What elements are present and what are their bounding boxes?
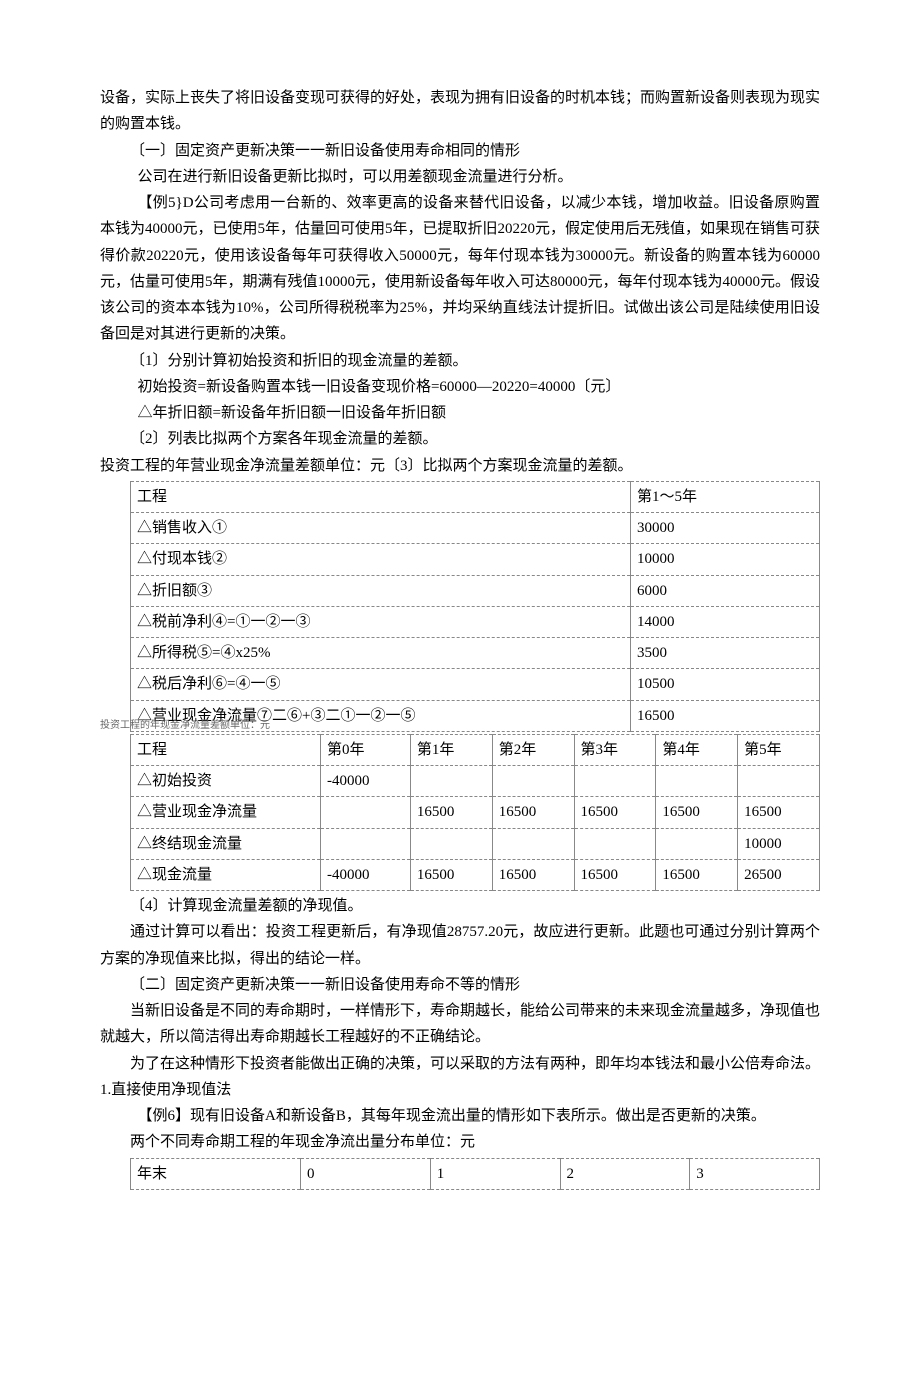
t1-r6b: 10500 [631,669,820,700]
table-1: 工程第1～5年 △销售收入①30000 △付现本钱②10000 △折旧额③600… [130,481,820,732]
t2-r3-1 [321,828,411,859]
t2-r3-0: △终结现金流量 [131,828,321,859]
t2-r1-1: -40000 [321,766,411,797]
para-2: 〔一〕固定资产更新决策一一新旧设备使用寿命相同的情形 [100,138,820,164]
t2-h5: 第4年 [656,734,738,765]
table-3: 年末 0 1 2 3 [130,1158,820,1190]
t1-r7b: 16500 [631,700,820,731]
para-13: 〔二〕固定资产更新决策一一新旧设备使用寿命不等的情形 [100,972,820,998]
para-8: 〔2〕列表比拟两个方案各年现金流量的差额。 [100,426,820,452]
t2-r1-3 [492,766,574,797]
t2-r1-5 [656,766,738,797]
t2-r2-1 [321,797,411,828]
t2-h3: 第2年 [492,734,574,765]
t2-r1-6 [738,766,820,797]
t2-r4-5: 16500 [656,859,738,890]
para-17: 【例6】现有旧设备A和新设备B，其每年现金流出量的情形如下表所示。做出是否更新的… [100,1103,820,1129]
para-11: 〔4〕计算现金流量差额的净现值。 [100,893,820,919]
t1-r1a: △销售收入① [131,513,631,544]
table2-caption: 投资工程的年现金净流量差额单位：元 [100,717,270,735]
t3-h3: 2 [560,1158,690,1189]
para-3: 公司在进行新旧设备更新比拟时，可以用差额现金流量进行分析。 [100,164,820,190]
table3-caption: 两个不同寿命期工程的年现金净流出量分布单位：元 [100,1129,820,1155]
t1-h1: 工程 [131,481,631,512]
t3-h0: 年末 [131,1158,301,1189]
t2-r2-6: 16500 [738,797,820,828]
t2-r2-5: 16500 [656,797,738,828]
t2-r1-0: △初始投资 [131,766,321,797]
t1-r3b: 6000 [631,575,820,606]
para-7: △年折旧额=新设备年折旧额一旧设备年折旧额 [100,400,820,426]
table1-caption: 投资工程的年营业现金净流量差额单位：元〔3〕比拟两个方案现金流量的差额。 [100,453,820,479]
t2-h1: 第0年 [321,734,411,765]
t2-r3-4 [574,828,656,859]
t1-r5a: △所得税⑤=④x25% [131,638,631,669]
t2-r4-2: 16500 [410,859,492,890]
t2-r4-1: -40000 [321,859,411,890]
t2-r3-5 [656,828,738,859]
t1-r4a: △税前净利④=①一②一③ [131,606,631,637]
t2-r3-3 [492,828,574,859]
t1-r3a: △折旧额③ [131,575,631,606]
para-14: 当新旧设备是不同的寿命期时，一样情形下，寿命期越长，能给公司带来的未来现金流量越… [100,998,820,1051]
t1-r6a: △税后净利⑥=④一⑤ [131,669,631,700]
t2-r4-3: 16500 [492,859,574,890]
t2-r2-2: 16500 [410,797,492,828]
t2-h4: 第3年 [574,734,656,765]
para-15: 为了在这种情形下投资者能做出正确的决策，可以采取的方法有两种，即年均本钱法和最小… [100,1051,820,1077]
t2-r2-4: 16500 [574,797,656,828]
t2-r1-2 [410,766,492,797]
t3-h4: 3 [690,1158,820,1189]
t2-r4-4: 16500 [574,859,656,890]
t2-r1-4 [574,766,656,797]
t2-r4-0: △现金流量 [131,859,321,890]
t2-r2-0: △营业现金净流量 [131,797,321,828]
t1-r5b: 3500 [631,638,820,669]
t1-r2b: 10000 [631,544,820,575]
t1-h2: 第1～5年 [631,481,820,512]
t2-h0: 工程 [131,734,321,765]
t1-r2a: △付现本钱② [131,544,631,575]
t3-h1: 0 [301,1158,431,1189]
t3-h2: 1 [430,1158,560,1189]
t2-r4-6: 26500 [738,859,820,890]
para-12: 通过计算可以看出：投资工程更新后，有净现值28757.20元，故应进行更新。此题… [100,919,820,972]
para-5: 〔1〕分别计算初始投资和折旧的现金流量的差额。 [100,348,820,374]
para-4: 【例5}D公司考虑用一台新的、效率更高的设备来替代旧设备，以减少本钱，增加收益。… [100,190,820,348]
t2-r2-3: 16500 [492,797,574,828]
para-16: 1.直接使用净现值法 [100,1077,820,1103]
t2-h2: 第1年 [410,734,492,765]
para-6: 初始投资=新设备购置本钱一旧设备变现价格=60000—20220=40000〔元… [100,374,820,400]
t1-r4b: 14000 [631,606,820,637]
t2-r3-6: 10000 [738,828,820,859]
t2-h6: 第5年 [738,734,820,765]
para-1: 设备，实际上丧失了将旧设备变现可获得的好处，表现为拥有旧设备的时机本钱；而购置新… [100,85,820,138]
t2-r3-2 [410,828,492,859]
t1-r1b: 30000 [631,513,820,544]
table-2: 工程 第0年 第1年 第2年 第3年 第4年 第5年 △初始投资 -40000 … [130,734,820,891]
